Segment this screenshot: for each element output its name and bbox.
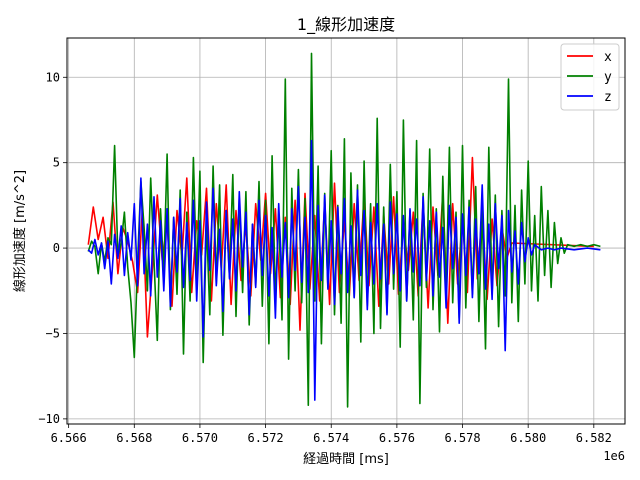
- legend: xyz: [560, 43, 620, 111]
- x-tick-label: 6.570: [182, 431, 218, 445]
- series-line-z: [87, 139, 601, 401]
- x-tick-label: 6.576: [379, 431, 415, 445]
- x-tick-label: 6.582: [576, 431, 612, 445]
- x-tick-label: 6.566: [51, 431, 87, 445]
- x-offset-label: 1e6: [603, 449, 625, 463]
- legend-box: [560, 43, 620, 111]
- y-axis-label: 線形加速度 [m/s^2]: [12, 170, 28, 292]
- x-axis-label: 経過時間 [ms]: [303, 452, 389, 467]
- plot-frame: [66, 37, 626, 425]
- y-tick-label: −5: [46, 326, 60, 340]
- axis-ticks: 6.566 6.568 6.570 6.572 6.574 6.576 6.578 6.580…: [38, 70, 612, 445]
- legend-label-y: y: [604, 70, 612, 85]
- legend-label-x: x: [604, 50, 612, 65]
- y-tick-label: −10: [38, 412, 60, 426]
- x-tick-label: 6.572: [248, 431, 284, 445]
- legend-label-z: z: [604, 90, 612, 105]
- y-tick-label: 10: [46, 70, 60, 84]
- x-tick-label: 6.578: [444, 431, 480, 445]
- x-tick-label: 6.574: [313, 431, 349, 445]
- y-tick-label: 0: [53, 241, 60, 255]
- y-tick-label: 5: [53, 156, 60, 170]
- x-tick-label: 6.568: [116, 431, 152, 445]
- chart-title: 1_線形加速度: [297, 15, 395, 35]
- x-tick-label: 6.580: [510, 431, 546, 445]
- series-lines: [87, 52, 601, 408]
